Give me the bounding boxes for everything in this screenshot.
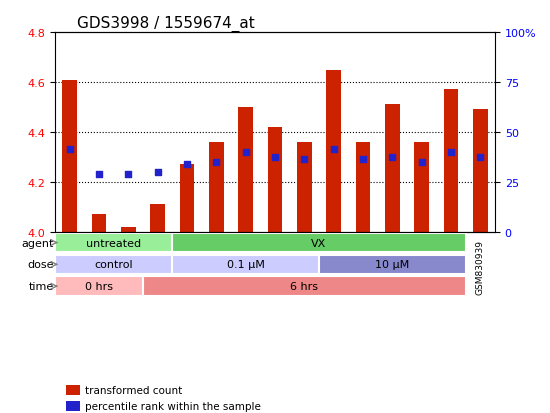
Point [388,154,397,161]
Point [359,157,367,163]
Bar [326,70,341,232]
FancyBboxPatch shape [55,277,143,296]
Text: VX: VX [311,238,327,248]
Point [300,157,309,163]
Point [212,159,221,166]
Bar [268,128,282,232]
Bar [92,215,106,232]
Text: GDS3998 / 1559674_at: GDS3998 / 1559674_at [77,16,255,32]
Bar [209,142,224,232]
Bar [414,142,429,232]
Point [241,149,250,156]
FancyBboxPatch shape [143,277,466,296]
Point [124,171,133,178]
Point [447,149,455,156]
FancyBboxPatch shape [319,255,466,275]
Text: untreated: untreated [86,238,141,248]
Text: time: time [28,282,53,292]
Point [153,169,162,176]
Bar [356,142,370,232]
Bar [385,105,400,232]
Text: 6 hrs: 6 hrs [290,282,318,292]
Bar [444,90,458,232]
Text: transformed count: transformed count [85,385,183,395]
Text: agent: agent [21,238,53,248]
Bar [150,205,165,232]
Point [95,171,103,178]
Bar [473,110,488,232]
FancyBboxPatch shape [55,255,172,275]
Bar [66,385,80,395]
Text: control: control [95,260,133,270]
Point [329,147,338,153]
Point [65,147,74,153]
FancyBboxPatch shape [172,233,466,253]
Bar [238,108,253,232]
Bar [62,80,77,232]
Point [183,161,191,168]
FancyBboxPatch shape [172,255,319,275]
Point [417,159,426,166]
Text: percentile rank within the sample: percentile rank within the sample [85,401,261,411]
Point [271,154,279,161]
Bar [66,401,80,411]
Text: dose: dose [27,260,53,270]
Text: 10 μM: 10 μM [375,260,409,270]
Text: 0.1 μM: 0.1 μM [227,260,265,270]
FancyBboxPatch shape [55,233,172,253]
Bar [297,142,312,232]
Text: 0 hrs: 0 hrs [85,282,113,292]
Bar [121,227,136,232]
Point [476,154,485,161]
Bar [180,165,194,232]
